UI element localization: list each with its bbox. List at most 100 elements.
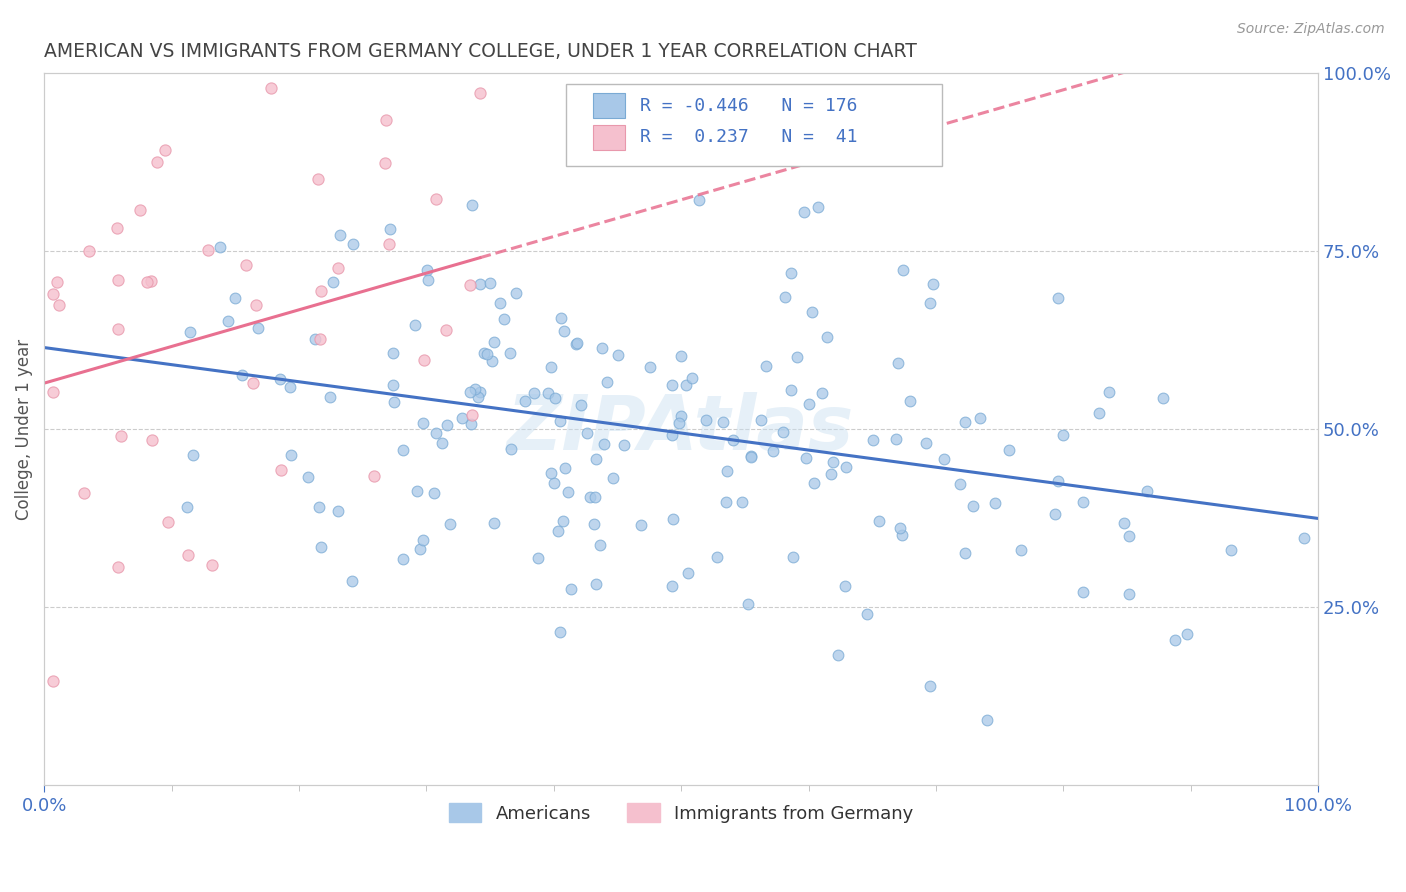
Point <box>675 377 697 392</box>
Point <box>425 193 447 207</box>
Point <box>775 290 797 304</box>
Point <box>890 528 912 542</box>
Point <box>585 577 607 591</box>
Point <box>1112 516 1135 531</box>
Point <box>309 284 332 298</box>
Point <box>661 377 683 392</box>
Point <box>567 336 589 351</box>
Point <box>72 486 94 500</box>
Point <box>585 451 607 466</box>
Point <box>217 314 239 328</box>
FancyBboxPatch shape <box>593 94 626 119</box>
Point <box>1136 484 1159 499</box>
Point <box>953 546 976 560</box>
Point <box>392 442 415 457</box>
Point <box>434 323 457 337</box>
Point <box>450 411 472 425</box>
Point <box>721 434 744 448</box>
Point <box>807 200 830 214</box>
Point <box>569 398 592 412</box>
Legend: Americans, Immigrants from Germany: Americans, Immigrants from Germany <box>441 796 921 830</box>
Point <box>145 155 167 169</box>
Point <box>499 346 522 360</box>
Point <box>1118 529 1140 543</box>
Point <box>42 673 65 688</box>
Point <box>270 463 292 477</box>
Point <box>468 385 491 400</box>
Point <box>436 418 458 433</box>
Point <box>280 448 302 462</box>
Point <box>920 679 942 693</box>
Point <box>576 425 599 440</box>
Point <box>363 468 385 483</box>
Point <box>695 413 717 427</box>
Point <box>484 334 506 349</box>
Point <box>540 466 562 480</box>
Point <box>79 244 101 259</box>
Point <box>671 349 693 363</box>
Point <box>42 385 65 400</box>
Point <box>378 222 401 236</box>
Point <box>107 273 129 287</box>
Point <box>319 390 342 404</box>
Point <box>468 277 491 292</box>
Point <box>887 356 910 370</box>
Point <box>553 324 575 338</box>
Point <box>326 261 349 276</box>
Point <box>1177 626 1199 640</box>
Point <box>984 496 1007 510</box>
Point <box>482 516 505 530</box>
Point <box>949 477 972 491</box>
Point <box>141 433 163 447</box>
Point <box>1118 587 1140 601</box>
Point <box>976 713 998 727</box>
Text: R =  0.237   N =  41: R = 0.237 N = 41 <box>640 128 858 146</box>
Point <box>201 558 224 572</box>
Point <box>479 276 502 290</box>
Point <box>1152 391 1174 405</box>
Point <box>821 455 844 469</box>
Point <box>382 378 405 392</box>
FancyBboxPatch shape <box>593 125 626 150</box>
Point <box>260 80 283 95</box>
Point <box>374 156 396 170</box>
Point <box>1219 542 1241 557</box>
Point <box>246 321 269 335</box>
Point <box>326 504 349 518</box>
Point <box>602 471 624 485</box>
Point <box>1088 406 1111 420</box>
Point <box>416 273 439 287</box>
Point <box>560 582 582 596</box>
Point <box>557 484 579 499</box>
Point <box>461 408 484 422</box>
Point <box>458 385 481 400</box>
Point <box>430 436 453 450</box>
Point <box>711 415 734 429</box>
Point <box>1010 543 1032 558</box>
Point <box>550 414 572 428</box>
Point <box>780 383 803 397</box>
Point <box>425 425 447 440</box>
Point <box>868 514 890 528</box>
Point <box>934 452 956 467</box>
Point <box>340 574 363 589</box>
Point <box>458 277 481 292</box>
Text: ZIPAtlas: ZIPAtlas <box>508 392 855 467</box>
Point <box>1164 633 1187 648</box>
Point <box>915 435 938 450</box>
Point <box>110 429 132 443</box>
Point <box>962 499 984 513</box>
Point <box>1052 428 1074 442</box>
Point <box>889 520 911 534</box>
Point <box>669 409 692 424</box>
Point <box>543 476 565 491</box>
Point <box>716 464 738 478</box>
Point <box>589 538 612 552</box>
Point <box>740 449 762 463</box>
Point <box>404 318 426 332</box>
Point <box>591 341 613 355</box>
Point <box>554 460 576 475</box>
Point <box>1043 507 1066 521</box>
Point <box>472 345 495 359</box>
Point <box>661 427 683 442</box>
